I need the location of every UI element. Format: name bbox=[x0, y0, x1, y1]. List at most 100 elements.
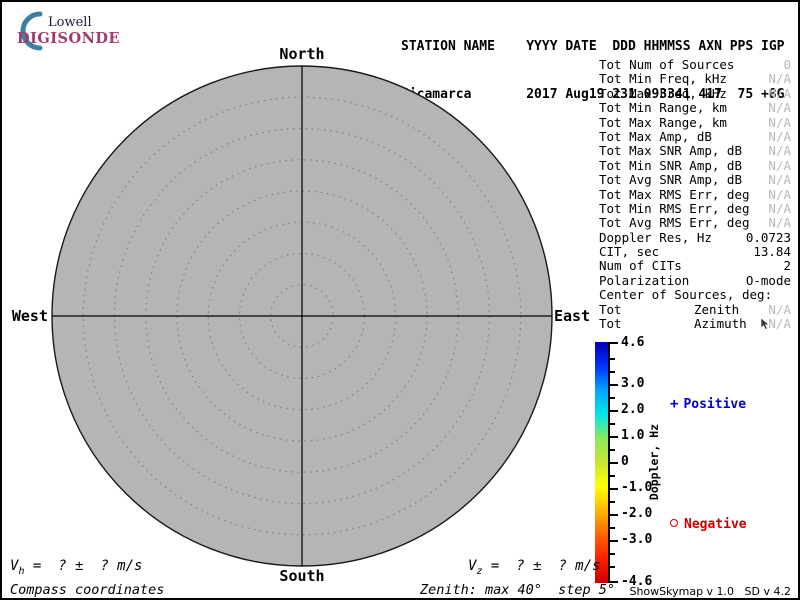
stat-label: Tot Avg RMS Err, deg bbox=[599, 215, 750, 231]
stat-mid-label: Zenith bbox=[694, 301, 740, 317]
colorbar-title: Doppler, Hz bbox=[647, 423, 661, 501]
compass-label-west: West bbox=[11, 307, 48, 325]
stat-value: 13.84 bbox=[753, 244, 791, 260]
logo-digisonde: DIGISONDE bbox=[17, 30, 121, 47]
crosshair-axes bbox=[52, 66, 552, 566]
logo-arc-path bbox=[20, 11, 43, 51]
stats-row: Tot Avg RMS Err, deg N/A bbox=[599, 215, 793, 231]
stat-mid-label: Azimuth bbox=[694, 316, 747, 332]
stats-row: Doppler Res, Hz 0.0723 bbox=[599, 229, 793, 245]
colorbar-minor-tick bbox=[609, 566, 615, 568]
colorbar-tick-label: -3.0 bbox=[621, 532, 653, 547]
circle-marker-icon bbox=[670, 519, 678, 527]
colorbar-minor-tick bbox=[609, 449, 615, 451]
stats-row: Tot Min Range, km N/A bbox=[599, 100, 793, 116]
stat-value: N/A bbox=[768, 157, 791, 173]
stat-value: N/A bbox=[768, 71, 791, 87]
stats-row: Tot Num of Sources 0 bbox=[599, 57, 793, 72]
stat-label: Tot Max Range, km bbox=[599, 114, 727, 130]
colorbar-minor-tick bbox=[609, 501, 615, 503]
stat-value: N/A bbox=[768, 143, 791, 159]
stat-value: 2 bbox=[783, 258, 791, 274]
colorbar-tick bbox=[609, 436, 618, 438]
stat-label: Tot Min Freq, kHz bbox=[599, 71, 727, 87]
colorbar-tick-label: 1.0 bbox=[621, 428, 645, 443]
stat-value: N/A bbox=[768, 215, 791, 231]
coordinates-note: Compass coordinates bbox=[10, 582, 165, 598]
colorbar-minor-tick bbox=[609, 553, 615, 555]
stats-row: Tot Min SNR Amp, dB N/A bbox=[599, 157, 793, 173]
stats-row: Tot Zenith N/A bbox=[599, 301, 793, 317]
stats-row: Center of Sources, deg: bbox=[599, 288, 793, 302]
stats-row: Tot Azimuth N/A bbox=[599, 316, 793, 332]
colorbar-axis bbox=[608, 342, 610, 583]
stat-value: N/A bbox=[768, 85, 791, 101]
vz-subscript: z bbox=[476, 565, 483, 577]
compass-label-south: South bbox=[279, 567, 325, 585]
stats-row: CIT, sec 13.84 bbox=[599, 244, 793, 260]
colorbar-tick-label: -1.0 bbox=[621, 480, 653, 495]
colorbar-tick bbox=[609, 540, 618, 542]
stat-label: Tot bbox=[599, 316, 622, 332]
stat-label: Tot Max RMS Err, deg bbox=[599, 186, 750, 202]
digisonde-logo-arc-icon bbox=[20, 11, 43, 51]
vz-readout: Vz = ? ± ? m/s bbox=[468, 558, 600, 577]
stat-value: N/A bbox=[768, 186, 791, 202]
colorbar-minor-tick bbox=[609, 423, 615, 425]
stats-row: Tot Avg SNR Amp, dB N/A bbox=[599, 172, 793, 188]
stat-value: N/A bbox=[768, 128, 791, 144]
stat-value: N/A bbox=[768, 100, 791, 116]
vh-subscript: h bbox=[18, 565, 25, 577]
version-label: ShowSkymap v 1.0 SD v 4.2 bbox=[629, 585, 791, 598]
colorbar-gradient bbox=[595, 342, 609, 583]
header-column-titles: STATION NAME YYYY DATE DDD HHMMSS AXN PP… bbox=[401, 39, 785, 54]
legend-positive-label: Positive bbox=[683, 397, 747, 412]
stat-value: 0.0723 bbox=[745, 229, 791, 245]
stats-row: Tot Max SNR Amp, dB N/A bbox=[599, 143, 793, 159]
colorbar-tick-label: 0 bbox=[621, 454, 629, 469]
stats-panel: Tot Num of Sources 0 Tot Min Freq, kHz N/A… bbox=[599, 57, 793, 332]
colorbar-tick-label: 4.6 bbox=[621, 335, 645, 350]
stat-label: Tot Min SNR Amp, dB bbox=[599, 157, 742, 173]
stat-label: Tot Avg SNR Amp, dB bbox=[599, 172, 742, 188]
stat-value: 0 bbox=[783, 57, 791, 72]
colorbar-tick bbox=[609, 514, 618, 516]
stats-row: Tot Min Freq, kHz N/A bbox=[599, 71, 793, 87]
stat-label: Tot Max SNR Amp, dB bbox=[599, 143, 742, 159]
stats-row: Tot Max Freq, kHz N/A bbox=[599, 85, 793, 101]
colorbar-tick bbox=[609, 581, 618, 583]
legend-negative: Negative bbox=[670, 517, 747, 532]
stats-row: Tot Max Range, km N/A bbox=[599, 114, 793, 130]
logo-lowell: Lowell bbox=[48, 15, 92, 30]
stat-label: Doppler Res, Hz bbox=[599, 229, 712, 245]
stat-value: N/A bbox=[768, 301, 791, 317]
colorbar-tick-label: -4.6 bbox=[621, 574, 653, 589]
header-station-values: Jicamarca 2017 Aug19 231 093341 417 75 +… bbox=[401, 87, 785, 102]
colorbar-minor-tick bbox=[609, 475, 615, 477]
stat-value: N/A bbox=[768, 200, 791, 216]
vh-symbol: V bbox=[10, 558, 19, 574]
colorbar-minor-tick bbox=[609, 371, 615, 373]
colorbar-tick bbox=[609, 384, 618, 386]
colorbar-tick-label: 3.0 bbox=[621, 376, 645, 391]
stat-label: Tot Max Freq, kHz bbox=[599, 85, 727, 101]
vz-symbol: V bbox=[468, 558, 477, 574]
stats-row: Tot Min RMS Err, deg N/A bbox=[599, 200, 793, 216]
stat-label: Num of CITs bbox=[599, 258, 682, 274]
header-block: STATION NAME YYYY DATE DDD HHMMSS AXN PP… bbox=[401, 7, 785, 135]
stat-label: Polarization bbox=[599, 272, 690, 288]
stat-value: N/A bbox=[768, 316, 791, 332]
stats-row: Num of CITs 2 bbox=[599, 258, 793, 274]
colorbar-tick-label: 2.0 bbox=[621, 402, 645, 417]
stat-label: CIT, sec bbox=[599, 244, 660, 260]
stat-value: N/A bbox=[768, 172, 791, 188]
colorbar-minor-tick bbox=[609, 397, 615, 399]
stats-row: Tot Max RMS Err, deg N/A bbox=[599, 186, 793, 202]
legend-positive: + Positive bbox=[670, 396, 746, 412]
compass-label-east: East bbox=[554, 307, 591, 325]
stat-label: Tot bbox=[599, 301, 622, 317]
legend-negative-label: Negative bbox=[684, 517, 747, 532]
stats-row: Polarization O-mode bbox=[599, 272, 793, 288]
skymap-plot bbox=[51, 65, 553, 567]
